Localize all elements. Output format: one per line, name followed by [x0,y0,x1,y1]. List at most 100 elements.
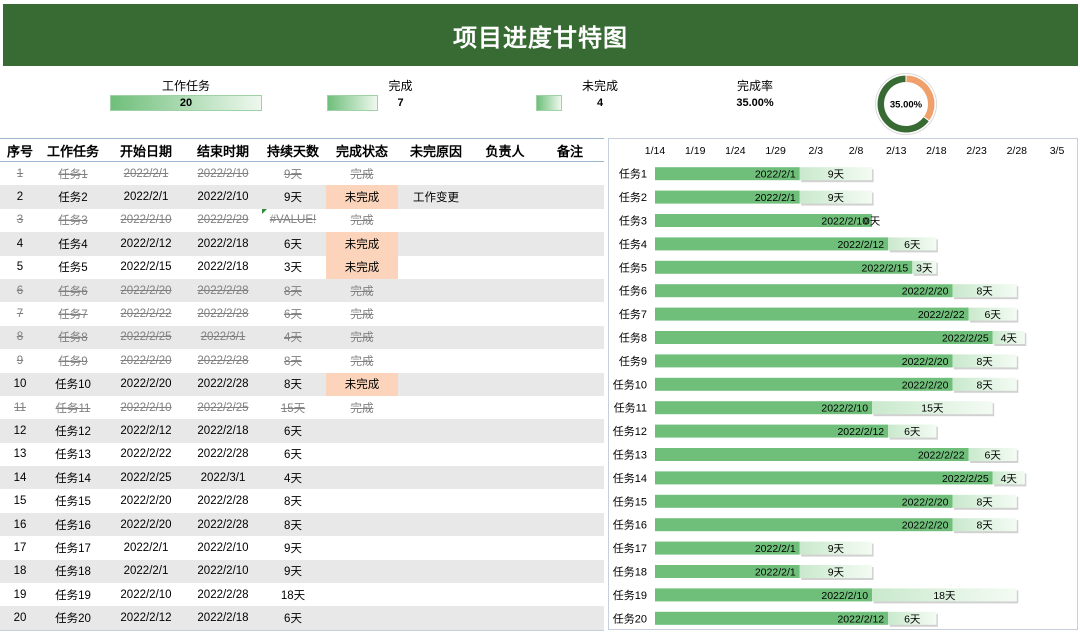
start-date-label: 2022/2/20 [902,496,949,508]
start-date-text: 2022/2/12 [120,612,172,625]
category-label: 任务5 [619,261,647,274]
row-number-text: 10 [13,378,27,391]
table-row: 9 任务9 2022/2/20 2022/2/28 8天 完成 [0,349,604,372]
end-date-text: 2022/2/29 [197,214,249,227]
duration-label: 0天 [864,216,881,228]
completion-donut-chart: 35.00% [875,73,937,135]
start-date-cell: 2022/2/1 [106,162,186,185]
start-date-cell: 2022/2/20 [106,373,186,396]
category-label: 任务10 [613,378,647,391]
task-name-text: 任务11 [55,402,91,415]
reason-cell [398,302,474,325]
end-date-cell: 2022/2/18 [186,419,260,442]
start-date-label: 2022/2/10 [821,216,868,228]
duration-cell: 4天 [260,466,326,489]
start-offset-bar [655,307,969,321]
start-date-cell: 2022/2/12 [106,606,186,629]
duration-text: 6天 [284,238,302,251]
duration-bar [799,541,873,555]
row-number-cell: 5 [0,256,40,279]
note-cell [536,560,604,583]
status-cell: 完成 [326,162,398,185]
end-date-text: 2022/2/18 [197,424,249,437]
task-name-cell: 任务4 [40,232,106,255]
table-row: 16 任务16 2022/2/20 2022/2/28 8天 [0,512,604,537]
start-date-text: 2022/2/1 [123,167,169,180]
row-number-cell: 2 [0,185,40,208]
reason-cell [398,606,474,629]
duration-text: 6天 [284,449,302,462]
duration-text: 9天 [284,542,302,555]
category-label: 任务14 [613,472,647,485]
start-date-text: 2022/2/1 [123,541,169,554]
status-cell: 完成 [326,302,398,325]
task-name-cell: 任务1 [40,162,106,185]
start-date-label: 2022/2/10 [821,590,868,602]
task-name-cell: 任务15 [40,489,106,512]
end-date-cell: 2022/2/28 [186,302,260,325]
duration-label: 6天 [985,450,1002,462]
note-cell [536,606,604,629]
end-date-cell: 2022/3/1 [186,326,260,349]
reason-cell [398,536,474,559]
completion-rate-label: 完成率 [736,79,773,93]
done-tasks-cell: 7 [327,95,474,111]
end-date-text: 2022/2/28 [197,588,249,601]
table-row: 6 任务6 2022/2/20 2022/2/28 8天 完成 [0,278,604,303]
start-date-text: 2022/2/22 [120,448,172,461]
start-offset-bar [655,541,800,555]
duration-cell: 9天 [260,185,326,208]
end-date-text: 2022/2/18 [197,237,249,250]
end-date-cell: 2022/2/25 [186,396,260,419]
end-date-text: 2022/2/28 [197,354,249,367]
task-name-cell: 任务12 [40,419,106,442]
status-text: 完成 [350,215,374,228]
start-date-text: 2022/2/20 [120,378,172,391]
duration-cell: 8天 [260,513,326,536]
duration-bar [968,307,1017,321]
duration-bar [992,331,1025,344]
start-offset-bar [655,611,889,625]
start-date-label: 2022/2/25 [942,473,989,485]
category-label: 任务17 [613,542,647,555]
header-duration: 持续天数 [266,143,319,159]
note-cell [536,302,604,325]
x-tick-label: 2/3 [808,145,823,157]
start-date-label: 2022/2/1 [755,169,796,181]
done-tasks-databar [327,95,379,111]
task-name-text: 任务6 [58,285,88,298]
duration-cell: 8天 [260,279,326,302]
duration-cell: 6天 [260,443,326,466]
status-cell [326,560,398,583]
table-row: 3 任务3 2022/2/10 2022/2/29 #VALUE! 完成 [0,208,604,232]
start-date-cell: 2022/2/1 [106,185,186,208]
category-label: 任务20 [613,612,647,625]
undone-tasks-label: 未完成 [581,79,618,93]
end-date-cell: 2022/2/10 [186,162,260,185]
x-tick-label: 1/19 [685,145,706,157]
reason-cell [398,209,474,232]
start-date-cell: 2022/2/25 [106,466,186,489]
status-cell: 未完成 [326,372,398,396]
task-name-text: 任务12 [55,425,91,438]
total-tasks-label: 工作任务 [161,79,210,93]
header-reason: 未完原因 [409,143,462,159]
header-start-date: 开始日期 [119,143,172,159]
task-name-text: 任务10 [55,379,91,392]
row-number-cell: 1 [0,162,40,185]
duration-cell: 4天 [260,326,326,349]
header-end-date: 结束时期 [196,143,249,159]
task-name-text: 任务13 [55,449,91,462]
note-cell [536,489,604,512]
duration-bar [872,401,993,415]
start-date-label: 2022/2/10 [821,403,868,415]
status-cell: 未完成 [326,232,398,256]
end-date-text: 2022/2/18 [197,261,249,274]
start-date-text: 2022/2/20 [120,518,172,531]
start-date-text: 2022/2/12 [120,424,172,437]
reason-cell [398,560,474,583]
status-cell [326,419,398,442]
start-date-label: 2022/2/1 [755,543,796,555]
owner-cell [474,256,536,279]
x-tick-label: 2/13 [886,145,907,157]
